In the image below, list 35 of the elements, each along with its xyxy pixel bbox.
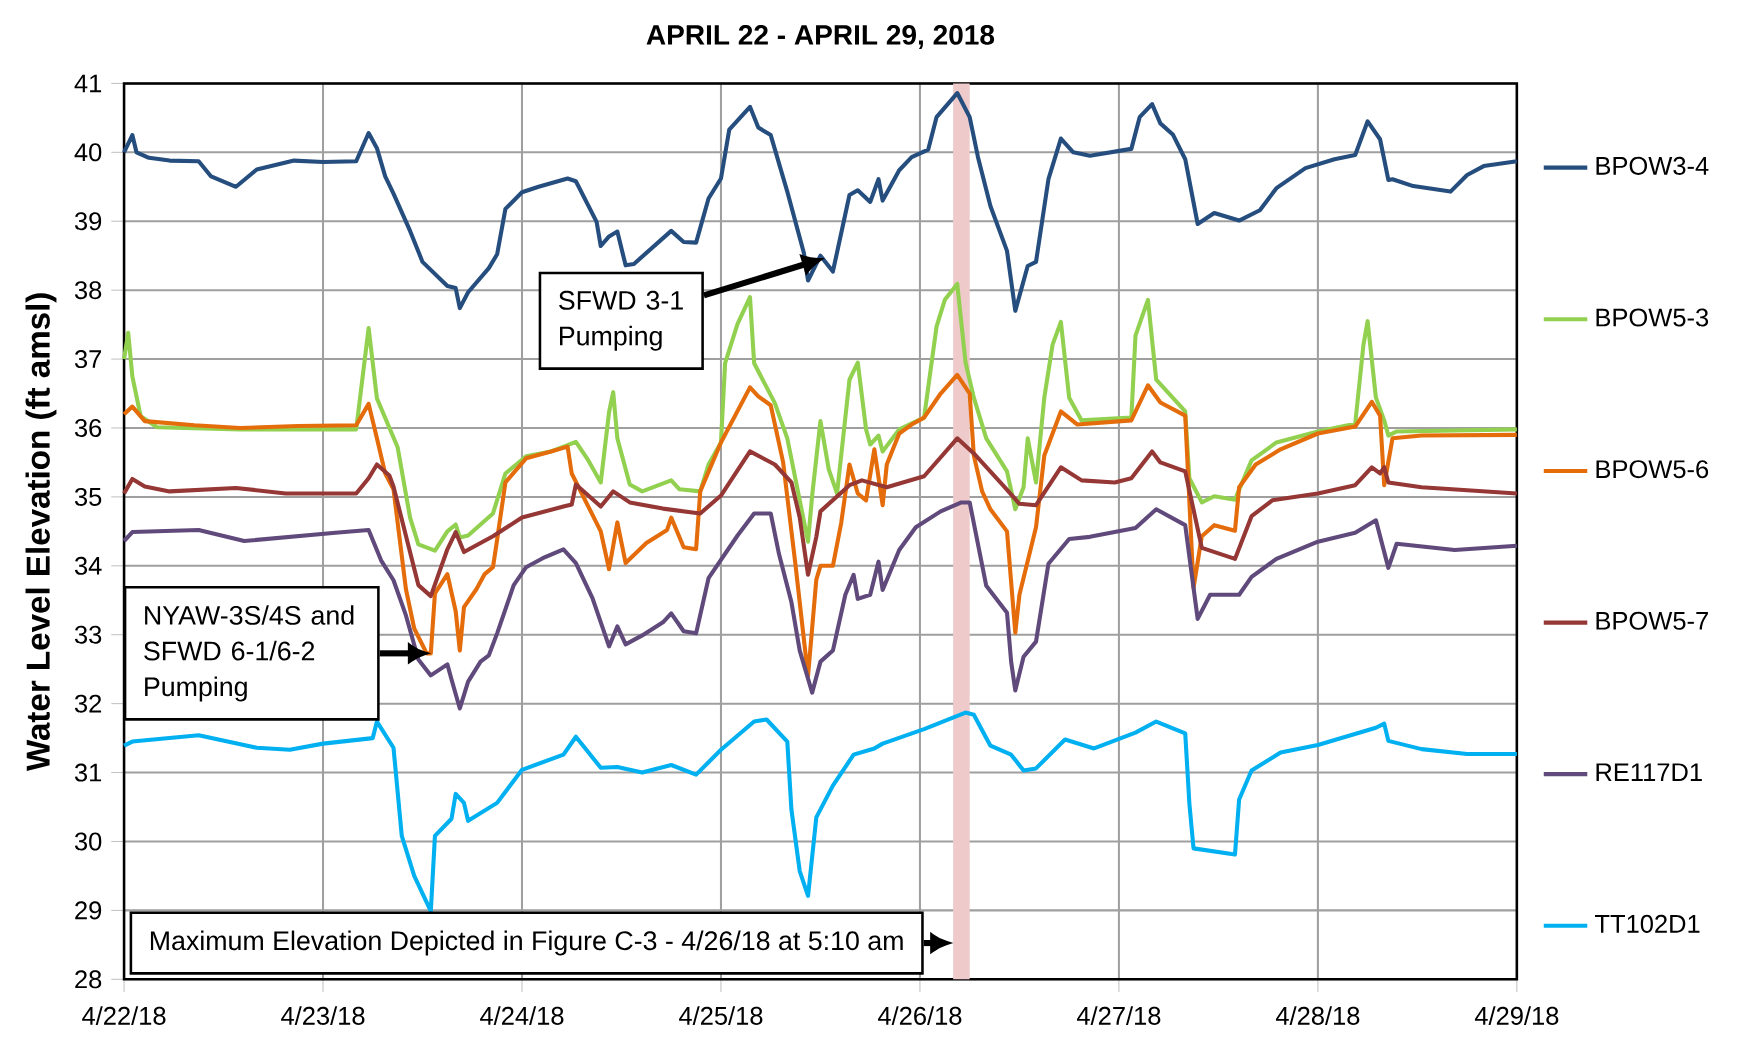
line-series (122, 281, 1519, 553)
line-series (122, 710, 1519, 914)
y-tick-label: 29 (75, 901, 102, 920)
x-tick-label: 4/22/18 (82, 1006, 166, 1025)
y-tick-label: 33 (74, 625, 102, 644)
annotation: SFWD 3-1 Pumping (559, 290, 683, 351)
y-tick-label: 40 (74, 143, 102, 162)
y-tick-label: 38 (74, 281, 102, 300)
x-tick-label: 4/23/18 (281, 1006, 365, 1025)
legend-label: BPOW5-7 (1596, 611, 1708, 630)
y-tick-label: 41 (74, 74, 102, 93)
y-tick-label: 36 (74, 418, 102, 438)
y-tick-label: 39 (74, 212, 102, 231)
legend-label: RE117D1 (1596, 763, 1702, 782)
y-tick-label: 35 (74, 487, 102, 506)
y-tick-label: 34 (74, 556, 102, 575)
x-tick-label: 4/29/18 (1474, 1006, 1559, 1025)
y-tick-label: 31 (74, 763, 102, 782)
x-tick-label: 4/24/18 (480, 1006, 564, 1025)
y-axis-title: Water Level Elevation (ft amsl) (25, 293, 57, 772)
annotation: Maximum Elevation Depicted in Figure C-3 - 4/26/18 at 5:10 am (150, 930, 903, 956)
y-tick-label: 37 (74, 350, 102, 369)
legend-label: BPOW5-3 (1596, 308, 1709, 327)
y-tick-label: 28 (75, 970, 102, 989)
y-tick-label: 32 (74, 694, 102, 713)
chart-title: APRIL 22 - APRIL 29, 2018 (646, 25, 995, 49)
x-tick-label: 4/25/18 (679, 1006, 763, 1025)
legend-label: TT102D1 (1594, 914, 1700, 933)
y-tick-label: 30 (74, 832, 102, 851)
annotation: NYAW-3S/4S and SFWD 6-1/6-2 Pumping (144, 605, 354, 702)
x-tick-label: 4/27/18 (1076, 1006, 1161, 1025)
legend-label: BPOW5-6 (1596, 460, 1709, 479)
legend-label: BPOW3-4 (1596, 156, 1709, 175)
x-tick-label: 4/26/18 (878, 1006, 962, 1025)
x-tick-label: 4/28/18 (1275, 1006, 1360, 1025)
